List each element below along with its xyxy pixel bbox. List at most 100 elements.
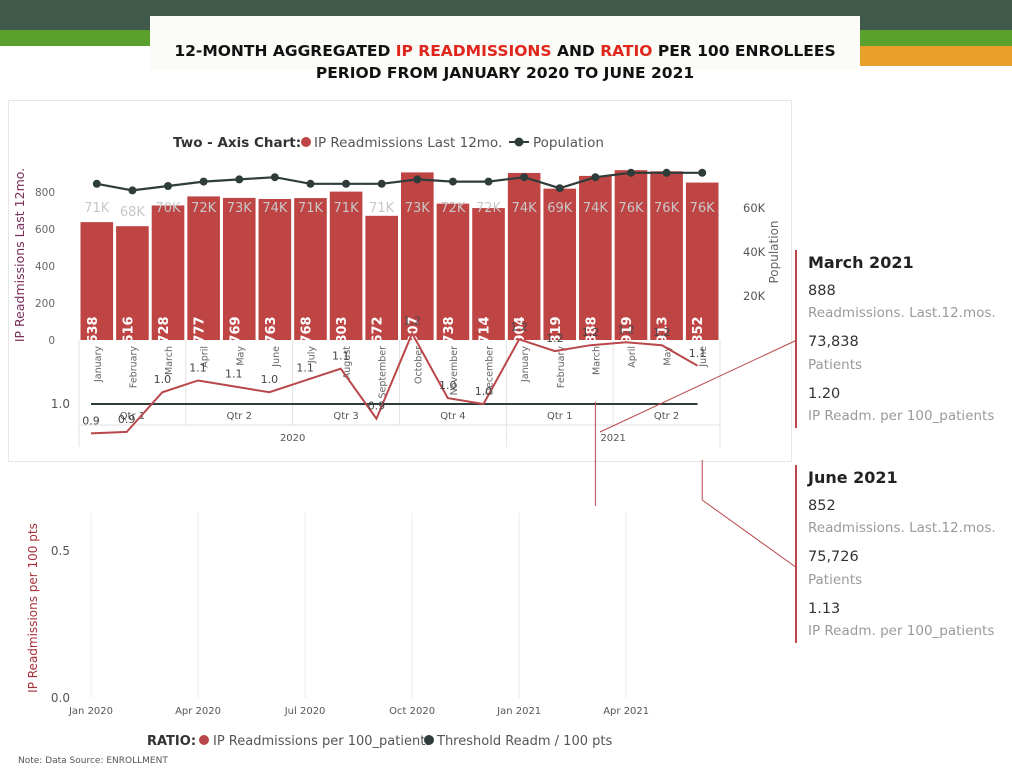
month-tick-label: December — [485, 346, 496, 395]
bar — [614, 170, 648, 340]
bar — [436, 203, 470, 340]
population-value-label: 68K — [120, 205, 146, 220]
population-value-label: 69K — [547, 201, 573, 216]
population-point — [448, 177, 457, 186]
x-tick-label: Oct 2020 — [389, 706, 435, 717]
bar — [507, 172, 541, 340]
ratio-y-axis-label: IP Readmissions per 100 pts — [26, 523, 40, 693]
bar-value-label: 769 — [228, 316, 243, 343]
population-point — [698, 168, 707, 177]
month-tick-label: January — [93, 346, 104, 383]
bar — [472, 208, 505, 340]
population-point — [128, 186, 137, 195]
bar-value-label: 768 — [299, 316, 314, 343]
ratio-y-tick-label: 0.5 — [51, 544, 70, 558]
bar-value-label: 913 — [656, 316, 671, 343]
month-tick-label: March — [591, 346, 602, 375]
y2-tick-label: 40K — [743, 245, 766, 259]
population-point — [342, 179, 351, 188]
population-point — [377, 179, 386, 188]
bar-value-label: 738 — [442, 316, 457, 343]
bar — [222, 197, 256, 340]
connector-june-card — [701, 499, 798, 569]
population-point — [555, 184, 564, 193]
threshold-legend-marker — [424, 735, 434, 745]
ratio-legend-title: RATIO: — [147, 734, 196, 749]
ratio-value-label: 0.9 — [368, 400, 386, 413]
population-value-label: 72K — [440, 201, 466, 216]
bar-value-label: 852 — [691, 316, 706, 343]
bar-value-label: 728 — [157, 316, 172, 343]
population-value-label: 70K — [155, 201, 181, 216]
month-tick-label: February — [128, 346, 139, 388]
bar — [329, 191, 363, 340]
month-tick-label: June — [698, 346, 709, 368]
month-tick-label: January — [520, 346, 531, 383]
month-tick-label: May — [663, 346, 674, 366]
header-band-orange — [860, 46, 1012, 66]
bar-value-label: 638 — [86, 316, 101, 343]
summary-card-march-2021[interactable]: March 2021 888 Readmissions. Last.12.mos… — [795, 250, 1010, 428]
month-tick-label: February — [556, 346, 567, 388]
ratio-value-label: 1.2 — [403, 314, 421, 327]
card-readmissions-value: 888 — [808, 283, 836, 299]
ratio-y-tick-label: 1.0 — [51, 397, 70, 411]
bar — [579, 175, 612, 340]
y-tick-label: 800 — [35, 187, 55, 199]
population-value-label: 72K — [476, 201, 502, 216]
population-point — [662, 168, 671, 177]
population-point — [484, 177, 493, 186]
bar — [543, 188, 577, 340]
page-subtitle: PERIOD FROM JANUARY 2020 TO JUNE 2021 — [315, 64, 695, 82]
card-readmissions-value: 852 — [808, 498, 836, 514]
bar-value-label: 904 — [513, 316, 528, 343]
bar-value-label: 777 — [193, 316, 208, 343]
ratio-value-label: 0.9 — [118, 413, 136, 426]
population-value-label: 74K — [512, 201, 538, 216]
bar — [294, 198, 327, 340]
bar — [151, 205, 185, 340]
quarter-label: Qtr 1 — [547, 411, 572, 422]
month-tick-label: November — [449, 346, 460, 396]
card-readmissions-label: Readmissions. Last.12.mos. — [808, 520, 996, 536]
month-tick-label: October — [413, 346, 424, 384]
population-value-label: 73K — [227, 201, 253, 216]
population-point — [270, 173, 279, 182]
legend-marker-population — [514, 137, 524, 147]
legend-label-bars: IP Readmissions Last 12mo. — [314, 135, 502, 151]
ratio-value-label: 1.0 — [154, 373, 172, 386]
bar-value-label: 714 — [478, 316, 493, 343]
card-accent-bar — [795, 250, 797, 428]
bar-value-label: 819 — [549, 316, 564, 343]
population-value-label: 74K — [583, 201, 609, 216]
ratio-value-label: 1.2 — [510, 320, 528, 333]
population-value-label: 76K — [654, 201, 680, 216]
population-point — [413, 175, 422, 184]
bar — [116, 226, 149, 340]
month-tick-label: April — [200, 346, 211, 368]
population-point — [626, 168, 635, 177]
population-value-label: 74K — [262, 201, 288, 216]
population-value-label: 76K — [618, 201, 644, 216]
card-title: March 2021 — [808, 253, 914, 272]
card-ratio-label: IP Readm. per 100_patients — [808, 623, 995, 639]
y-tick-label: 0 — [48, 335, 55, 347]
ratio-value-label: 1.2 — [546, 332, 564, 345]
card-readmissions-label: Readmissions. Last.12.mos. — [808, 305, 996, 321]
quarter-label: Qtr 4 — [440, 411, 465, 422]
bar — [365, 215, 398, 340]
ratio-value-label: 1.1 — [189, 361, 207, 374]
legend-marker-bars — [301, 137, 311, 147]
ratio-value-label: 1.1 — [225, 367, 243, 380]
bar-value-label: 919 — [620, 316, 635, 343]
x-tick-label: Apr 2020 — [175, 706, 221, 717]
population-point — [520, 173, 529, 182]
y-axis-label: IP Readmissions Last 12mo. — [12, 168, 27, 342]
population-point — [199, 177, 208, 186]
ratio-value-label: 1.1 — [332, 350, 350, 363]
data-source-note: Note: Data Source: ENROLLMENT — [18, 756, 168, 766]
summary-card-june-2021[interactable]: June 2021 852 Readmissions. Last.12.mos.… — [795, 465, 1010, 643]
threshold-legend-label: Threshold Readm / 100 pts — [436, 734, 612, 749]
ratio-y-tick-label: 0.0 — [51, 691, 70, 705]
connector-march-card — [599, 339, 798, 433]
